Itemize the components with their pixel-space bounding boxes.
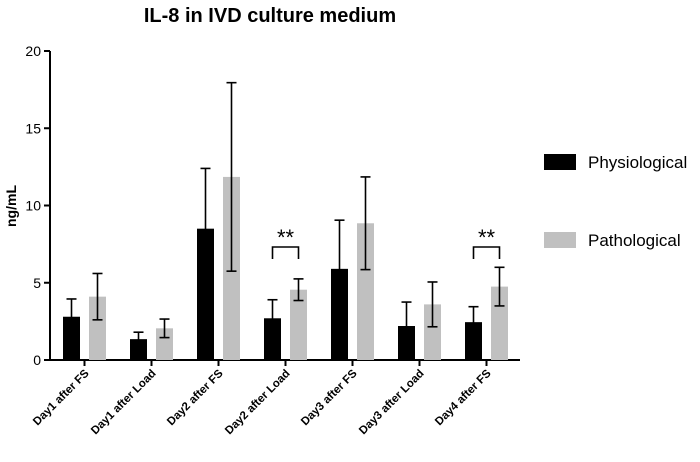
bar-physiological xyxy=(465,322,482,360)
legend-swatch xyxy=(544,232,576,248)
bar-pathological xyxy=(424,304,441,360)
chart-title: IL-8 in IVD culture medium xyxy=(144,5,396,27)
y-tick-label: 20 xyxy=(25,43,41,59)
significance-label: ** xyxy=(478,225,496,250)
x-tick-label: Day1 after FS xyxy=(31,367,92,428)
legend-label: Pathological xyxy=(588,231,681,250)
legend-swatch xyxy=(544,154,576,170)
x-tick-label: Day2 after Load xyxy=(223,368,292,437)
x-tick-label: Day4 after FS xyxy=(433,367,494,428)
bar-physiological xyxy=(63,316,80,360)
significance-bracket xyxy=(472,246,501,259)
bar-pathological xyxy=(156,328,173,360)
bar-pathological xyxy=(491,286,508,360)
x-tick-label: Day3 after FS xyxy=(299,367,360,428)
legend-label: Physiological xyxy=(588,153,687,172)
x-tick-label: Day2 after FS xyxy=(165,367,226,428)
y-tick-label: 0 xyxy=(33,352,41,368)
y-tick-label: 10 xyxy=(25,198,41,214)
bar-physiological xyxy=(197,228,214,360)
bar-pathological xyxy=(290,289,307,360)
y-tick-label: 15 xyxy=(25,120,41,136)
significance-label: ** xyxy=(277,225,295,250)
bar-pathological xyxy=(89,296,106,360)
significance-bracket xyxy=(271,246,300,259)
bar-pathological xyxy=(357,223,374,360)
bar-physiological xyxy=(130,339,147,360)
x-tick-label: Day3 after Load xyxy=(357,368,426,437)
bar-physiological xyxy=(264,318,281,360)
x-tick-label: Day1 after Load xyxy=(89,368,158,437)
legend: Physiological Pathological xyxy=(544,153,687,250)
y-tick-label: 5 xyxy=(33,275,41,291)
y-axis-label: ng/mL xyxy=(3,185,19,227)
